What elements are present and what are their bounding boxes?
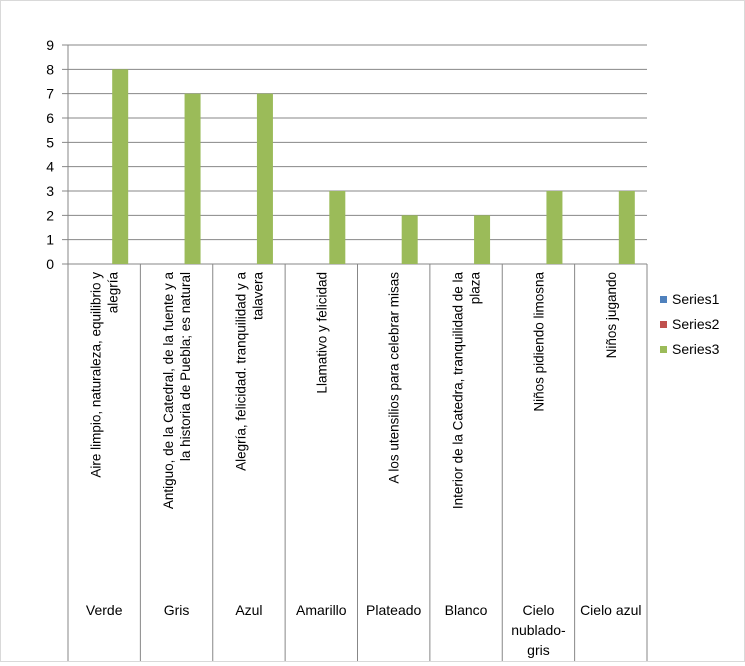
category-color-label: nublado- bbox=[511, 622, 566, 638]
category-color-label: Azul bbox=[235, 602, 262, 618]
gridlines bbox=[62, 44, 647, 265]
category-color-label: Cielo azul bbox=[580, 602, 641, 618]
bar-series3-6 bbox=[546, 191, 563, 264]
y-tick-label: 2 bbox=[46, 207, 54, 223]
category-description: Aire limpio, naturaleza, equilibrio y bbox=[89, 272, 104, 478]
category-description: Niños jugando bbox=[604, 272, 619, 358]
category-description: Niños pidiendo limosna bbox=[531, 272, 546, 412]
category-description: talavera bbox=[250, 272, 265, 321]
y-tick-label: 0 bbox=[46, 256, 54, 272]
legend-label-series3: Series3 bbox=[672, 341, 720, 357]
bar-series3-4 bbox=[401, 215, 418, 264]
bars bbox=[112, 69, 635, 265]
axes: 0 1 2 3 4 5 6 7 8 9 bbox=[46, 37, 648, 661]
y-tick-label: 6 bbox=[46, 110, 54, 126]
bar-series3-5 bbox=[474, 215, 491, 264]
bar-series3-7 bbox=[618, 191, 635, 264]
category-description: Llamativo y felicidad bbox=[314, 272, 329, 394]
y-tick-label: 1 bbox=[46, 232, 54, 248]
y-tick-label: 7 bbox=[46, 86, 54, 102]
category-description: Interior de la Catedra, tranquilidad de … bbox=[451, 272, 466, 510]
y-tick-label: 4 bbox=[46, 159, 54, 175]
bar-series3-3 bbox=[329, 191, 346, 264]
bar-series3-1 bbox=[184, 93, 201, 265]
legend-label-series2: Series2 bbox=[672, 316, 720, 332]
category-color-label: Gris bbox=[164, 602, 190, 618]
category-labels: Aire limpio, naturaleza, equilibrio y ale… bbox=[86, 272, 642, 658]
category-color-label: gris bbox=[527, 642, 550, 658]
category-color-label: Cielo bbox=[522, 602, 554, 618]
legend-swatch-series1 bbox=[660, 296, 667, 303]
category-description: Antiguo, de la Catedral, de la fuente y … bbox=[161, 272, 176, 510]
y-tick-label: 5 bbox=[46, 134, 54, 150]
category-description: Alegría, felicidad. tranquilidad y a bbox=[233, 272, 248, 471]
legend-swatch-series2 bbox=[660, 321, 667, 328]
category-description: la historia de Puebla; es natural bbox=[178, 272, 193, 461]
category-color-label: Amarillo bbox=[296, 602, 347, 618]
bar-series3-0 bbox=[112, 69, 129, 264]
category-description: plaza bbox=[468, 272, 483, 305]
bar-series3-2 bbox=[256, 93, 273, 265]
category-description: alegría bbox=[106, 272, 121, 314]
y-tick-label: 8 bbox=[46, 61, 54, 77]
category-color-label: Blanco bbox=[445, 602, 488, 618]
legend-label-series1: Series1 bbox=[672, 291, 720, 307]
y-tick-label: 9 bbox=[46, 37, 54, 53]
legend: Series1 Series2 Series3 bbox=[660, 291, 720, 357]
category-color-label: Verde bbox=[86, 602, 123, 618]
category-color-label: Plateado bbox=[366, 602, 421, 618]
legend-swatch-series3 bbox=[660, 346, 667, 353]
category-description: A los utensilios para celebrar misas bbox=[387, 272, 402, 484]
y-tick-label: 3 bbox=[46, 183, 54, 199]
